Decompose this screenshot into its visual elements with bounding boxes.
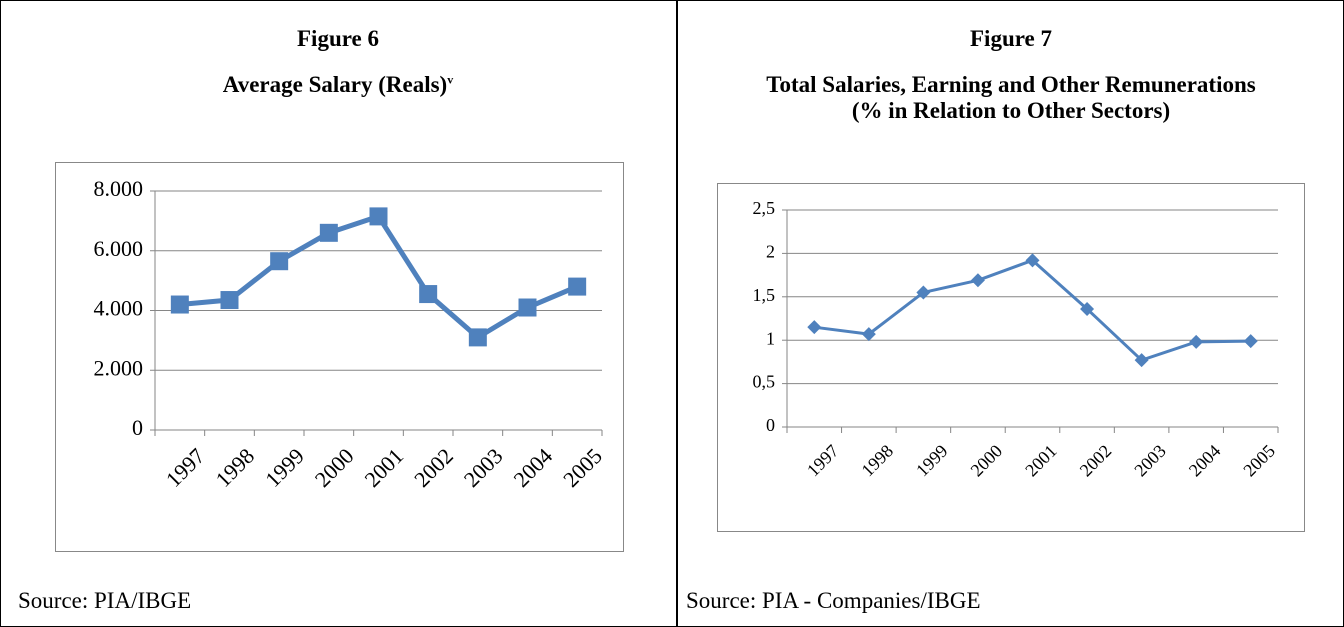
y-tick-label: 0,5 [753, 372, 776, 392]
y-tick-label: 1 [766, 328, 775, 348]
chart-title: Total Salaries, Earning and Other Remune… [678, 72, 1344, 124]
source: Source: PIA/IBGE [18, 588, 192, 613]
cell-divider [676, 0, 678, 627]
marker [468, 328, 487, 347]
title-superscript: v [447, 72, 454, 87]
x-tick-label: 2002 [1076, 441, 1116, 481]
chart-title: Average Salary (Reals)v [0, 72, 676, 98]
x-tick-label: 1999 [260, 443, 309, 492]
marker [1080, 301, 1095, 316]
y-tick-label: 0 [766, 415, 775, 435]
y-tick-label: 2.000 [94, 355, 144, 380]
marker [419, 285, 438, 304]
marker [568, 277, 587, 296]
marker [1189, 334, 1204, 349]
x-tick-label: 2000 [310, 443, 359, 492]
marker [1243, 334, 1258, 349]
x-tick-label: 2001 [359, 443, 408, 492]
marker [170, 295, 189, 314]
chart-box [717, 183, 1305, 532]
x-tick-label: 2002 [409, 443, 458, 492]
y-tick-label: 2 [766, 242, 775, 262]
y-tick-label: 0 [132, 415, 143, 440]
source: Source: PIA - Companies/IBGE [686, 588, 981, 613]
x-tick-label: 2005 [1239, 441, 1279, 481]
x-tick-label: 2000 [967, 441, 1007, 481]
x-tick-label: 2003 [1130, 441, 1170, 481]
x-tick-label: 1998 [857, 441, 897, 481]
x-tick-label: 2001 [1021, 441, 1061, 481]
marker [1025, 253, 1040, 268]
title-line: Total Salaries, Earning and Other Remune… [766, 72, 1256, 97]
y-tick-label: 1,5 [753, 285, 776, 305]
title-line: (% in Relation to Other Sectors) [851, 98, 1171, 123]
y-tick-label: 6.000 [94, 236, 144, 261]
line [814, 258, 1251, 362]
title-text: Average Salary (Reals) [222, 72, 448, 97]
chart-box [55, 162, 624, 552]
marker [861, 327, 876, 342]
marker [916, 285, 931, 300]
figure-label: Figure 6 [297, 26, 379, 51]
marker [319, 223, 338, 242]
figure-label: Figure 7 [970, 26, 1052, 51]
x-tick-label: 1997 [803, 441, 843, 481]
x-tick-label: 2003 [459, 443, 508, 492]
marker [270, 252, 289, 271]
x-tick-label: 2004 [1185, 441, 1225, 481]
marker [1134, 353, 1149, 368]
marker [518, 298, 537, 317]
x-tick-label: 2005 [558, 443, 607, 492]
marker [970, 273, 985, 288]
y-tick-label: 2,5 [753, 198, 776, 218]
x-tick-label: 1999 [912, 441, 952, 481]
x-tick-label: 2004 [508, 443, 557, 492]
x-tick-label: 1997 [161, 443, 210, 492]
marker [369, 207, 388, 226]
x-tick-label: 1998 [210, 443, 259, 492]
line [179, 213, 579, 340]
marker [220, 291, 239, 310]
y-tick-label: 8.000 [94, 176, 144, 201]
marker [807, 320, 822, 335]
y-tick-label: 4.000 [94, 296, 144, 321]
